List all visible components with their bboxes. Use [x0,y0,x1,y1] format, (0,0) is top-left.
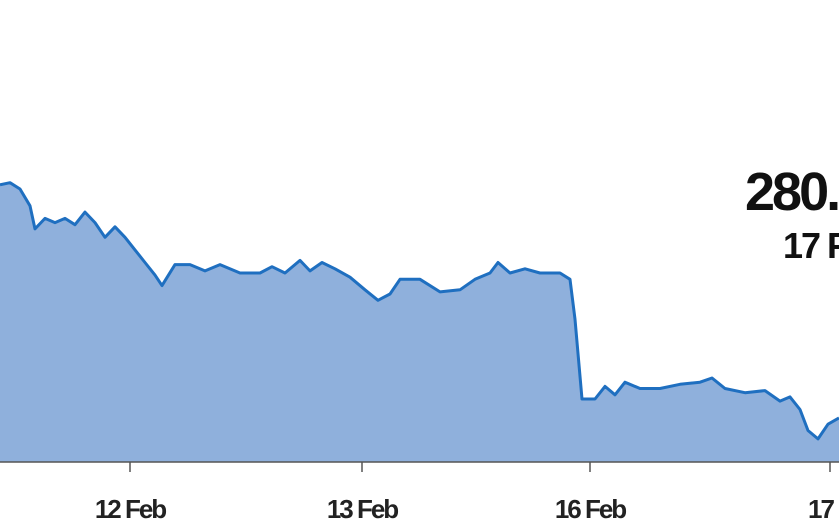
date-annotation: 17 F [783,225,839,266]
x-tick-label: 12 Feb [95,494,166,523]
price-annotation: 280. [745,162,838,222]
area [0,182,839,462]
x-tick-label: 13 Feb [327,494,398,523]
x-tick-label: 17 F [808,494,839,523]
line [0,181,839,441]
x-tick-label: 16 Feb [555,494,626,523]
